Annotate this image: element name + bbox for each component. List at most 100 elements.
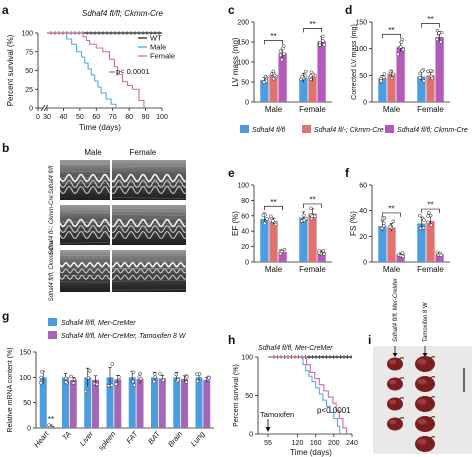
panel-e-y-tick-label: 80 xyxy=(241,198,249,205)
panel-g-bar-5-1 xyxy=(158,378,166,428)
panel-f-bar-0-1 xyxy=(387,227,396,262)
echo-speckle-line xyxy=(111,185,187,187)
heart-specimen-highlight xyxy=(389,419,397,425)
echo-speckle-line xyxy=(59,254,111,256)
a-y-tick-label: 75 xyxy=(25,49,33,56)
panel-e-sig-label: ** xyxy=(270,198,276,207)
heart-vessel xyxy=(398,417,405,420)
echo-wall-trace xyxy=(111,179,187,189)
heart-specimen xyxy=(415,396,435,412)
panel-g-data-point xyxy=(131,379,135,384)
heart-specimen xyxy=(415,436,435,452)
panel-g-bar-1-0 xyxy=(61,377,69,428)
panel-g-category-label: FAT xyxy=(124,428,140,445)
panel-d-category-label: Male xyxy=(383,105,401,114)
panel-g-data-point xyxy=(106,384,111,388)
echo-image-2-1 xyxy=(112,250,186,292)
legend-swatch-1 xyxy=(302,125,311,133)
a-x-tick-label: 30 xyxy=(43,114,51,121)
echo-wall-trace xyxy=(59,224,111,234)
a-x-tick-label: 40 xyxy=(60,114,68,121)
panel-d-data-point xyxy=(420,69,424,73)
panel-c-category-label: Male xyxy=(265,105,283,114)
a-x-tick-label: 90 xyxy=(142,114,150,121)
panel-g-y-axis-label: Relative mRNA content (%) xyxy=(7,347,14,432)
panel-g-bar-5-0 xyxy=(150,377,158,428)
panel-label-a: a xyxy=(2,3,9,17)
heart-specimen-highlight xyxy=(389,379,397,385)
panel-f-bar-1-0 xyxy=(417,223,426,262)
heart-specimen xyxy=(387,357,403,371)
panel-g-data-point xyxy=(110,383,114,388)
panel-c-sig-bracket xyxy=(303,28,322,33)
g-legend-swatch-0 xyxy=(48,318,57,326)
legend-swatch-0 xyxy=(240,125,249,133)
g-legend-label-0: Sdhaf4 fl/fl, Mer-CreMer xyxy=(61,320,136,327)
panel-f-sig-label: ** xyxy=(427,201,433,210)
a-x-tick-label: 100 xyxy=(156,114,168,121)
panel-f-data-point xyxy=(427,211,431,215)
panel-e-bar-1-2 xyxy=(317,251,326,262)
a-x-tick-label: 50 xyxy=(76,114,84,121)
panel-e-y-tick-label: 0 xyxy=(245,260,249,267)
panel-f-bar-1-1 xyxy=(426,220,435,262)
heart-col2-label: Tamoxifen 8 W xyxy=(423,302,429,342)
echo-wall-trace xyxy=(59,261,111,268)
echo-wall-trace xyxy=(59,179,111,189)
echo-row-label-2: Sdhaf4 fl/fl; Ckmm-Cre xyxy=(49,240,55,301)
panel-g-bar-2-1 xyxy=(92,379,100,428)
panel-g-data-point xyxy=(176,378,180,382)
echo-wall-trace xyxy=(111,261,187,268)
panel-g-data-point xyxy=(95,382,99,387)
panel-g-data-point xyxy=(152,379,156,384)
panel-f-bar-0-2 xyxy=(396,254,405,262)
heart-vessel xyxy=(398,397,405,400)
panel-e-data-point xyxy=(262,221,267,226)
panel-d-bar-1-2 xyxy=(435,36,444,102)
echo-speckle-line xyxy=(111,280,187,282)
panel-f-data-point xyxy=(418,226,423,231)
panel-e-data-point xyxy=(269,214,273,219)
panel-e-category-label: Male xyxy=(265,265,283,274)
heart-vessel xyxy=(429,376,436,379)
panel-e-data-point xyxy=(322,252,326,256)
panel-f-y-tick-label: 20 xyxy=(359,234,367,241)
echo-speckle-line xyxy=(59,267,111,270)
panel-g-data-point xyxy=(207,375,211,380)
panel-i-heart-photo: Sdhaf4 fl/fl, Mer-CreMer Tamoxifen 8 W xyxy=(373,277,472,454)
panel-e-data-point xyxy=(282,247,287,252)
echo-wall-trace xyxy=(111,230,187,240)
panel-d-y-tick-label: 0 xyxy=(363,100,367,107)
echo-speckle-line xyxy=(59,222,111,224)
echo-wall-trace xyxy=(111,173,187,183)
panel-e-y-tick-label: 20 xyxy=(241,244,249,251)
g-legend-label-1: Sdhaf4 fl/fl, Mer-CreMer, Tamoxifen 8 W xyxy=(61,333,187,340)
panel-e-data-point xyxy=(271,219,275,223)
a-legend-label-0: WT xyxy=(150,34,162,43)
panel-e-data-point xyxy=(302,213,306,218)
chart-a-title: Sdhaf4 fl/fl; Ckmm-Cre xyxy=(82,9,163,18)
h-x-tick-label: 55 xyxy=(264,440,272,447)
heart-col2-arrowhead xyxy=(422,353,428,357)
panel-c-data-point xyxy=(278,49,283,53)
echo-wall-trace xyxy=(111,185,187,195)
legend-label-2: Sdhaf4 fl/fl; Ckmm-Cre xyxy=(397,127,468,134)
panel-c-y-axis-label: LV mass (mg) xyxy=(231,37,240,87)
h-x-tick-label: 120 xyxy=(292,440,304,447)
panel-e-data-point xyxy=(273,222,278,227)
a-y-tick-label: 25 xyxy=(25,87,33,94)
a-y-axis-label: Percent survival (%) xyxy=(6,34,15,106)
panel-d-data-point xyxy=(399,40,404,44)
panel-c-sig-bracket xyxy=(264,40,283,45)
echo-speckle-line xyxy=(111,197,187,199)
echo-speckle-line xyxy=(111,165,187,168)
panel-g-data-point xyxy=(158,372,162,376)
panel-g-data-point xyxy=(132,383,137,387)
heart-specimen xyxy=(387,417,403,431)
panel-g-bar-3-1 xyxy=(114,379,122,428)
panel-g-data-point xyxy=(139,376,143,381)
heart-specimen-highlight xyxy=(417,378,427,385)
panel-d-data-point xyxy=(439,30,444,35)
panel-e-bar-0-2 xyxy=(278,251,287,262)
